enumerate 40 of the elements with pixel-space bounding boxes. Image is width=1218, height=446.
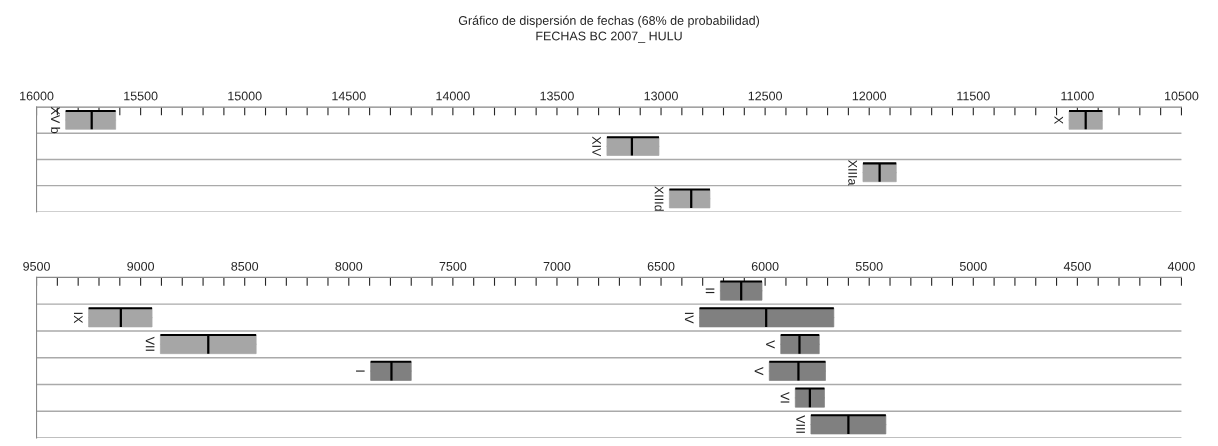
chart-subtitle: FECHAS BC 2007_ HULU [536,31,682,43]
x-tick-label: 14500 [332,91,366,101]
x-tick-label: 11000 [1061,91,1094,101]
text: XIIId [654,186,664,211]
text: IV [684,312,694,324]
x-tick-label: 4500 [1063,261,1091,271]
x-tick-label: 9500 [23,261,50,271]
x-tick-label: 12500 [748,91,783,101]
x-tick-label: 9000 [127,261,155,271]
x-tick-label: 15000 [228,91,262,101]
chart-title: Gráfico de dispersión de fechas (68% de probabilidad) [458,15,760,28]
x-tick-label: 14000 [436,91,470,101]
x-tick-label: 5000 [959,261,987,271]
x-tick-label: 8500 [231,261,259,271]
text: II [705,288,715,294]
x-tick-label: 6000 [751,261,779,271]
x-tick-label: 4000 [1167,261,1195,271]
x-tick-label: 16000 [20,91,54,101]
x-tick-label: 13500 [540,91,574,101]
text: V [766,340,775,349]
text: XIV [592,136,601,157]
x-tick-label: 15500 [124,91,158,101]
text: IX [73,312,83,324]
text: VII [145,336,155,351]
text: X [1054,116,1064,125]
text: VI [780,391,790,403]
text: I [356,370,365,372]
x-tick-label: 7500 [439,261,467,271]
x-tick-label: 13000 [644,91,678,101]
x-tick-label: 10500 [1165,91,1199,101]
x-tick-label: 12000 [852,91,887,101]
x-tick-label: 6500 [647,261,675,271]
x-tick-label: 5500 [855,261,883,271]
text: V [754,366,764,376]
x-tick-label: 7000 [543,261,571,271]
text: VIII [796,415,805,433]
text: XV b [50,106,61,134]
text: XIIIa [848,159,857,186]
x-tick-label: 8000 [335,261,363,271]
x-tick-label: 11500 [957,91,990,101]
